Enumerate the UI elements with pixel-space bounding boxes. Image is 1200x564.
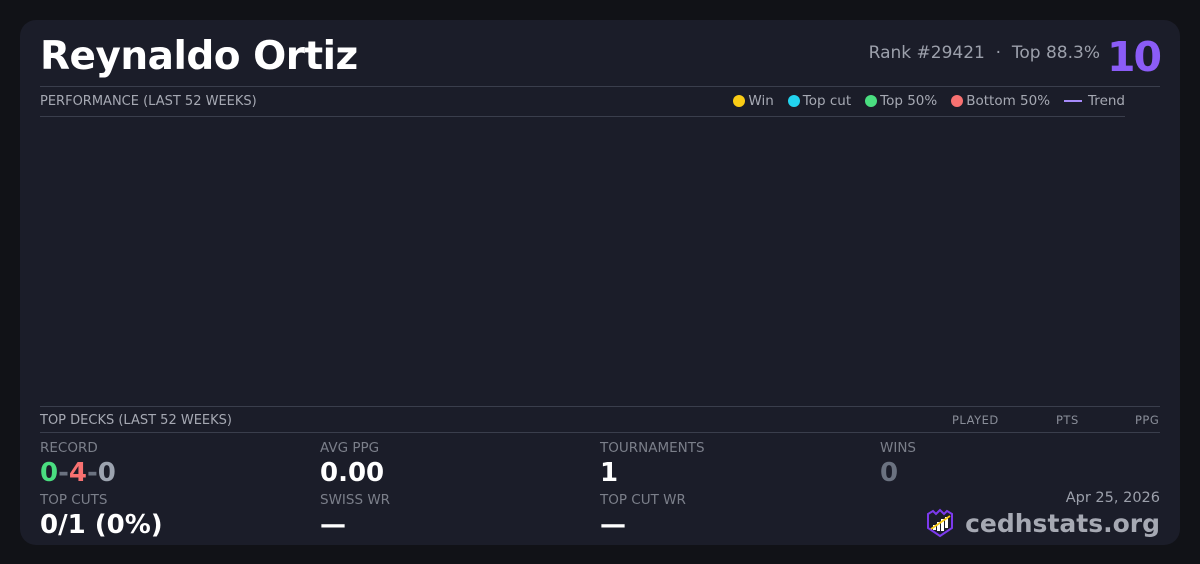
top-decks-title: TOP DECKS (LAST 52 WEEKS) — [40, 413, 232, 428]
tournaments-value: 1 — [600, 458, 619, 488]
top-cuts-label: TOP CUTS — [40, 492, 108, 508]
rank: Rank #29421 — [868, 43, 985, 63]
wins-label: WINS — [880, 440, 916, 456]
legend-top-50: Top 50% — [865, 93, 937, 109]
performance-chart-area — [40, 117, 1125, 406]
performance-title: PERFORMANCE (LAST 52 WEEKS) — [40, 94, 257, 109]
legend-win: Win — [733, 93, 774, 109]
dash: - — [58, 458, 69, 488]
bottom-50-dot-icon — [951, 95, 964, 107]
top-percent: Top 88.3% — [1011, 43, 1100, 63]
player-name: Reynaldo Ortiz — [40, 34, 358, 79]
legend-label: Bottom 50% — [966, 93, 1051, 109]
legend-label: Trend — [1088, 93, 1125, 109]
record-wins: 0 — [40, 458, 59, 488]
legend-trend: Trend — [1064, 93, 1125, 109]
top-cut-dot-icon — [787, 95, 800, 107]
dash: - — [86, 458, 98, 488]
chart-legend: Win Top cut Top 50% Bottom 50% Trend — [733, 93, 1125, 109]
legend-top-cut: Top cut — [787, 93, 852, 109]
legend-label: Top cut — [802, 93, 852, 109]
trend-line-icon — [1064, 100, 1083, 102]
divider — [40, 86, 1160, 87]
top-50-dot-icon — [865, 95, 878, 107]
legend-bottom-50: Bottom 50% — [951, 93, 1050, 109]
record-value: 0-4-0 — [40, 458, 116, 488]
cedhstats-logo-icon — [927, 508, 954, 538]
avg-ppg-label: AVG PPG — [320, 440, 380, 456]
column-ppg: PPG — [1135, 413, 1160, 427]
legend-label: Top 50% — [880, 93, 938, 109]
player-level: 10 — [1106, 33, 1162, 81]
top-cut-wr-value: — — [600, 510, 626, 540]
divider — [40, 116, 1125, 117]
win-dot-icon — [733, 95, 746, 107]
record-draws: 0 — [97, 458, 116, 488]
top-cuts-value: 0/1 (0%) — [40, 510, 163, 540]
column-played: PLAYED — [952, 413, 999, 427]
wins-value: 0 — [880, 458, 899, 488]
swiss-wr-label: SWISS WR — [320, 492, 391, 508]
divider — [40, 432, 1160, 433]
rank-info: Rank #29421 · Top 88.3% — [869, 43, 1100, 63]
separator: · — [995, 43, 1002, 63]
avg-ppg-value: 0.00 — [320, 458, 385, 488]
brand: cedhstats.org — [925, 508, 1160, 538]
record-losses: 4 — [68, 458, 87, 488]
top-cut-wr-label: TOP CUT WR — [600, 492, 686, 508]
tournaments-label: TOURNAMENTS — [600, 440, 705, 456]
divider — [40, 406, 1160, 407]
swiss-wr-value: — — [320, 510, 346, 540]
brand-name: cedhstats.org — [965, 508, 1160, 538]
player-card: Reynaldo Ortiz Rank #29421 · Top 88.3% 1… — [20, 20, 1180, 545]
column-pts: PTS — [1056, 413, 1079, 427]
date: Apr 25, 2026 — [1065, 490, 1160, 506]
legend-label: Win — [748, 93, 774, 109]
record-label: RECORD — [40, 440, 98, 456]
